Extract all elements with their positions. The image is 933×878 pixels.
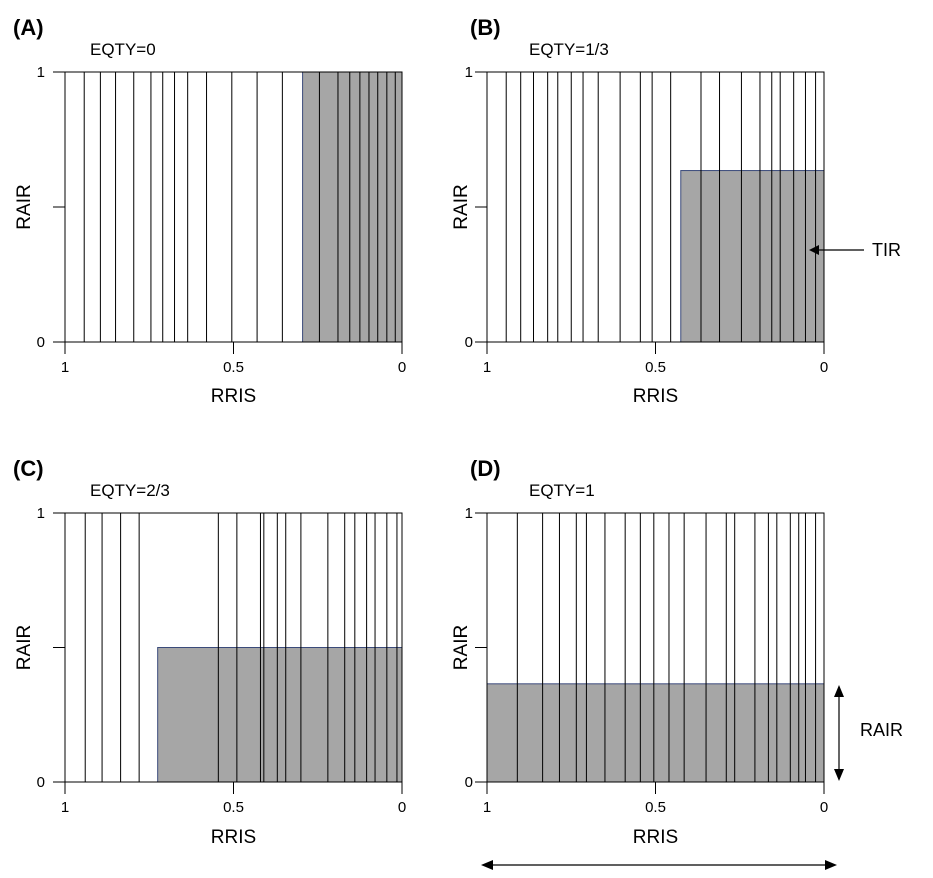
y-tick-label-0: 0: [37, 334, 45, 351]
x-axis-label: RRIS: [211, 386, 256, 407]
panel-subtitle: EQTY=1: [529, 481, 595, 500]
panel-a: (A) EQTY=0 1 0 1 0.5 0 RRIS RAIR: [13, 15, 406, 407]
y-tick-label-0: 0: [465, 334, 473, 351]
panel-letter: (C): [13, 456, 44, 481]
x-tick-label-1: 1: [61, 799, 69, 816]
y-axis-label: RAIR: [14, 625, 35, 670]
x-tick-label-0: 0: [398, 799, 406, 816]
shaded-region: [157, 647, 403, 783]
panel-d: (D) EQTY=1 1 0 1 0.5 0 RRIS RAIR RAIR: [451, 456, 903, 870]
x-tick-label-mid: 0.5: [223, 799, 244, 816]
y-tick-label-1: 1: [37, 64, 45, 81]
x-tick-label-1: 1: [61, 359, 69, 376]
panel-b: (B) EQTY=1/3 1 0 1 0.5 0 RRIS RAIR TIR: [451, 15, 901, 407]
y-axis-label: RAIR: [451, 625, 472, 670]
shaded-region: [680, 170, 825, 343]
panel-letter: (A): [13, 15, 44, 40]
y-tick-label-0: 0: [465, 774, 473, 791]
x-tick-label-0: 0: [398, 359, 406, 376]
rair-label: RAIR: [860, 720, 903, 740]
x-tick-label-1: 1: [483, 799, 491, 816]
y-tick-label-1: 1: [465, 505, 473, 522]
rair-arrow-head-bottom: [834, 769, 844, 781]
x-tick-label-1: 1: [483, 359, 491, 376]
panel-subtitle: EQTY=1/3: [529, 40, 609, 59]
panel-c: (C) EQTY=2/3 1 0 1 0.5 0 RRIS RAIR: [13, 456, 406, 848]
x-axis-label: RRIS: [211, 827, 256, 848]
y-tick-label-0: 0: [37, 774, 45, 791]
tir-label: TIR: [872, 240, 901, 260]
x-tick-label-mid: 0.5: [223, 359, 244, 376]
y-axis-label: RAIR: [14, 184, 35, 229]
vertical-lines: [505, 72, 817, 342]
shaded-region: [486, 683, 825, 783]
panel-subtitle: EQTY=2/3: [90, 481, 170, 500]
x-tick-label-mid: 0.5: [645, 359, 666, 376]
y-tick-label-1: 1: [37, 505, 45, 522]
x-tick-label-0: 0: [820, 359, 828, 376]
x-axis-label: RRIS: [633, 386, 678, 407]
vertical-lines: [83, 72, 396, 342]
panel-letter: (B): [470, 15, 501, 40]
panel-letter: (D): [470, 456, 501, 481]
vertical-lines: [516, 513, 817, 782]
y-axis-label: RAIR: [451, 184, 472, 229]
x-tick-label-mid: 0.5: [645, 799, 666, 816]
tir-arrow-head: [809, 245, 819, 255]
rris-span-arrow-head-left: [481, 860, 493, 870]
x-axis-label: RRIS: [633, 827, 678, 848]
vertical-lines: [84, 513, 398, 782]
y-tick-label-1: 1: [465, 64, 473, 81]
rair-arrow-head-top: [834, 685, 844, 697]
rris-span-arrow-head-right: [825, 860, 837, 870]
panel-subtitle: EQTY=0: [90, 40, 156, 59]
x-tick-label-0: 0: [820, 799, 828, 816]
